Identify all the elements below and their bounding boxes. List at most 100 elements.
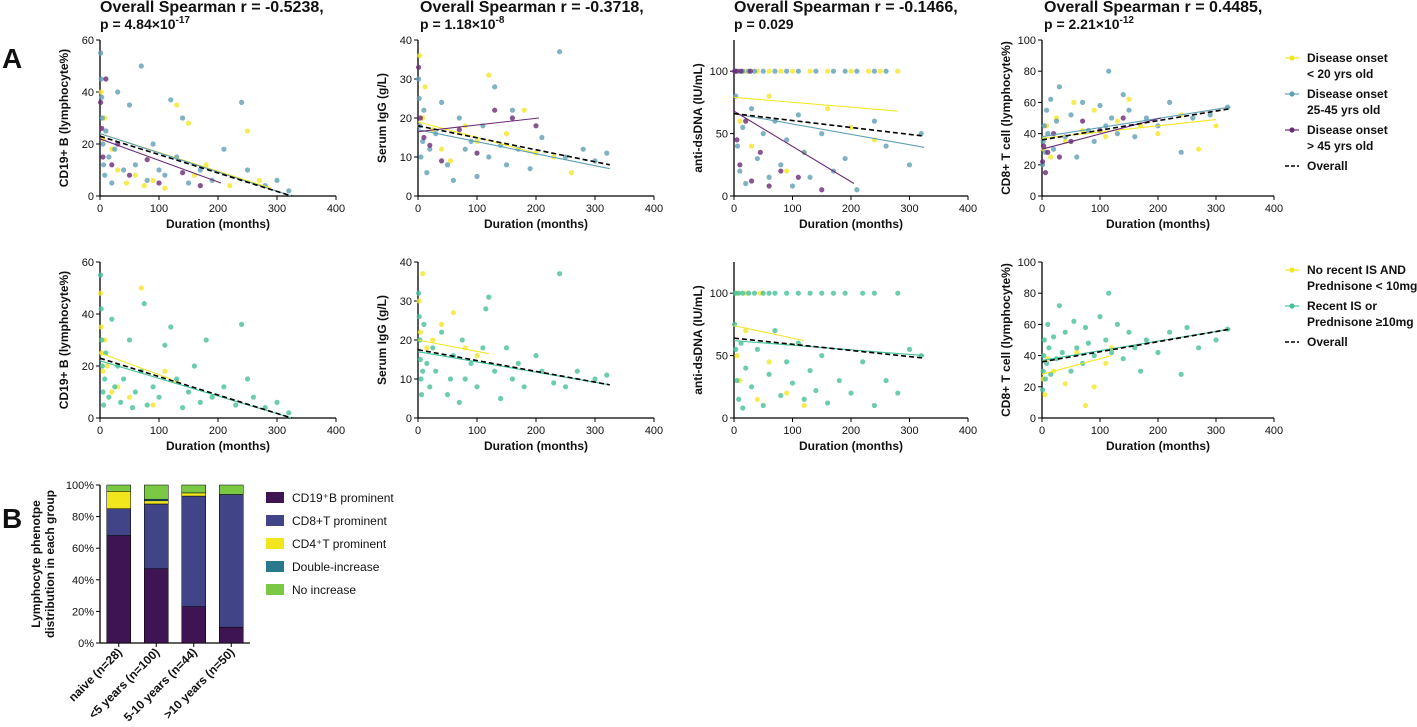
chart-s4: 0 100 200 300 400 0 20 40 60 80 100 Duration (month… [999, 0, 1283, 231]
data-point [1132, 134, 1138, 140]
bar-segment [106, 508, 131, 536]
y-tick-label: 100 [1018, 257, 1036, 269]
data-point [197, 399, 203, 405]
data-point [746, 290, 752, 296]
chart-title-line1: Overall Spearman r = -0.5238, [100, 0, 324, 16]
data-point [447, 158, 454, 164]
data-point [286, 188, 292, 194]
data-point [760, 290, 766, 296]
y-tick-label: 0 [406, 191, 412, 203]
legend-label: CD19⁺B prominent [292, 491, 394, 505]
data-point [250, 394, 256, 400]
legend-swatch [266, 561, 284, 572]
data-point [807, 367, 813, 374]
y-tick-label: 60 [82, 35, 94, 47]
data-point [1213, 123, 1219, 129]
data-point [1120, 356, 1126, 362]
overall-regression-line [99, 357, 292, 419]
data-point [474, 150, 480, 156]
bar-segment [144, 500, 169, 505]
chart-s2: 0 100 200 300 400 0 10 20 30 40 Duration (months) S… [375, 0, 663, 231]
data-point [734, 143, 741, 149]
data-point [1053, 118, 1060, 124]
data-point [156, 167, 162, 173]
x-tick-label: 100 [150, 203, 168, 215]
data-point [191, 363, 197, 369]
y-tick-label: 30 [400, 74, 412, 86]
x-tick-label: 0 [415, 203, 421, 215]
data-point [102, 376, 108, 382]
data-point [418, 376, 424, 382]
y-tick-label: 10 [400, 374, 412, 386]
data-point [416, 298, 422, 304]
data-point [754, 396, 761, 402]
data-point [1068, 112, 1074, 118]
y-tick-label: 40 [82, 309, 94, 321]
data-point [439, 146, 445, 152]
bar-segment [144, 568, 169, 644]
data-point [737, 168, 743, 174]
chart-title-line2: p = 4.84×10-17 [100, 15, 190, 32]
data-point [1091, 107, 1097, 113]
data-point [1056, 303, 1062, 309]
regression-line [417, 129, 610, 170]
y-axis-label: Serum IgG (g/L) [375, 295, 389, 385]
y-axis-label: CD19+ B (lymphocyte%) [57, 49, 71, 187]
x-tick-label: 400 [645, 203, 663, 215]
overall-regression-line [99, 135, 292, 197]
data-point [174, 376, 180, 382]
y-tick-label: 50 [716, 351, 728, 363]
data-point [807, 68, 813, 74]
data-point [848, 390, 854, 396]
data-point [1071, 318, 1077, 324]
data-point [97, 272, 104, 278]
data-point [772, 290, 778, 296]
legend-label-line1: Disease onset [1307, 87, 1388, 101]
data-point [819, 131, 825, 137]
data-point [801, 402, 807, 409]
data-point [427, 142, 433, 148]
data-point [498, 395, 504, 402]
data-point [1071, 99, 1077, 105]
data-point [743, 180, 749, 187]
x-tick-label: 100 [1091, 425, 1109, 437]
series-disease-onset-45-yrs-old [1039, 115, 1126, 176]
data-point [162, 342, 168, 348]
data-point [778, 162, 784, 168]
data-point [503, 162, 510, 168]
x-tick-label: 200 [842, 425, 860, 437]
data-point [1126, 107, 1132, 113]
y-tick-label: 0 [722, 191, 728, 203]
bar-segment [219, 484, 244, 495]
data-point [417, 115, 423, 121]
data-point [112, 384, 118, 390]
regression-line [99, 133, 292, 197]
data-point [1056, 154, 1062, 160]
data-point [168, 324, 174, 330]
data-point [778, 392, 784, 399]
data-point [813, 68, 819, 74]
y-tick-label: 0 [722, 413, 728, 425]
data-point [1051, 146, 1057, 152]
data-point [1041, 143, 1047, 149]
overall-regression-line [1041, 328, 1231, 363]
data-point [1178, 149, 1184, 155]
data-point [421, 107, 427, 113]
regression-line [1041, 119, 1217, 139]
data-point [98, 306, 104, 312]
data-point [509, 115, 515, 121]
data-point [126, 172, 133, 178]
x-tick-label: 300 [900, 203, 918, 215]
data-point [766, 290, 772, 296]
data-point [503, 131, 510, 137]
data-point [239, 99, 245, 105]
data-point [1120, 115, 1126, 121]
data-point [468, 360, 474, 366]
data-point [883, 377, 889, 384]
y-tick-label: 20 [82, 361, 94, 373]
data-point [748, 106, 755, 112]
x-tick-label: 300 [586, 425, 604, 437]
data-point [99, 94, 105, 100]
data-point [144, 402, 150, 408]
x-tick-label: 0 [97, 425, 103, 437]
